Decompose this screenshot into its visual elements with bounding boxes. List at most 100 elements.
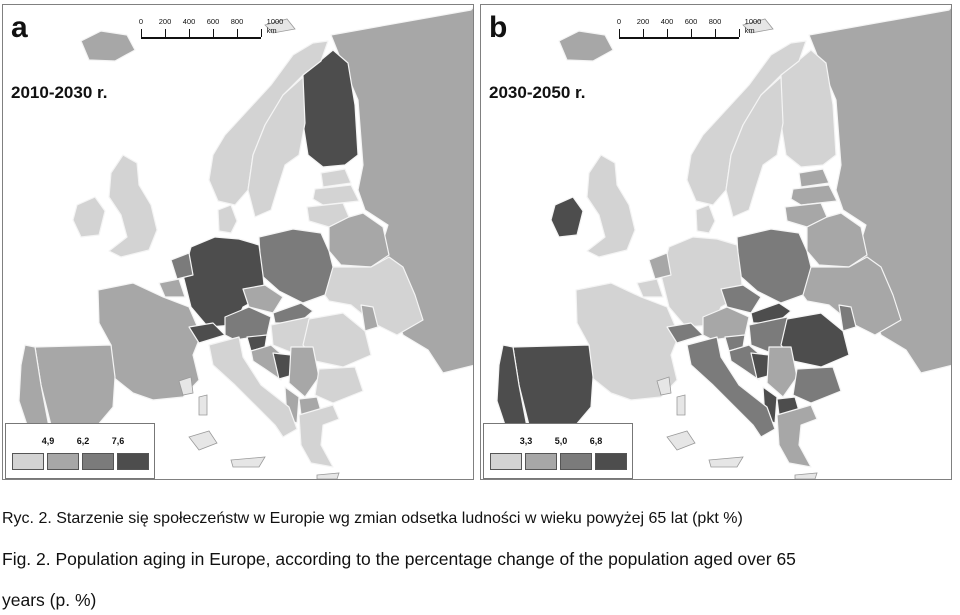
scale-mark: [189, 29, 190, 37]
scale-mark: [715, 29, 716, 37]
caption-english: Fig. 2. Population aging in Europe, acco…: [2, 549, 796, 569]
country-greece: [298, 404, 340, 468]
caption-polish: Ryc. 2. Starzenie się społeczeństw w Eur…: [2, 510, 743, 527]
panel-letter: a: [11, 11, 28, 44]
scale-tick: 800: [708, 17, 722, 26]
country-serbia: [288, 346, 320, 398]
period-label: 2030-2050 r.: [489, 83, 586, 102]
caption-english-continued: years (p. %): [2, 590, 97, 610]
country-greece: [776, 404, 818, 468]
island: [264, 18, 296, 34]
country-belarus: [806, 212, 868, 268]
legend-swatch-1: [12, 453, 44, 470]
scale-tick: 400: [182, 17, 196, 26]
island: [178, 376, 194, 396]
country-ireland: [550, 196, 584, 238]
country-czechia: [242, 284, 284, 314]
scale-tick: 1000 km: [744, 17, 762, 35]
country-finland: [302, 49, 359, 168]
scale-tick: 800: [230, 17, 244, 26]
country-latvia: [790, 184, 838, 206]
country-uk: [108, 154, 158, 258]
scale-line: [619, 31, 739, 39]
country-netherlands: [170, 252, 194, 280]
country-bulgaria: [792, 366, 842, 404]
map-panel-a: a 2010-2030 r. 0 200 400 600 800 1000 km…: [2, 4, 474, 480]
legend-value: 4,9: [41, 436, 55, 446]
country-czechia: [720, 284, 762, 314]
legend-swatch-2: [47, 453, 79, 470]
island: [198, 394, 208, 416]
island: [656, 376, 672, 396]
country-serbia: [766, 346, 798, 398]
country-norway: [208, 40, 329, 206]
legend: 3,3 5,0 6,8: [483, 423, 633, 479]
legend-value: 7,6: [111, 436, 125, 446]
scale-tick: 1000 km: [266, 17, 284, 35]
island: [188, 430, 218, 451]
scale-mark: [261, 29, 262, 37]
scale-tick: 0: [616, 17, 622, 26]
island: [742, 18, 774, 34]
country-ireland: [72, 196, 106, 238]
legend-swatch-1: [490, 453, 522, 470]
legend: 4,9 6,2 7,6: [5, 423, 155, 479]
legend-value: 6,2: [76, 436, 90, 446]
scale-mark: [691, 29, 692, 37]
country-iceland: [80, 30, 136, 62]
island: [794, 472, 818, 479]
scale-bar: 0 200 400 600 800 1000 km: [616, 17, 769, 45]
legend-swatch-3: [82, 453, 114, 470]
scale-mark: [141, 29, 142, 37]
country-estonia: [320, 168, 352, 188]
scale-mark: [237, 29, 238, 37]
island: [676, 394, 686, 416]
scale-tick: 200: [158, 17, 172, 26]
legend-swatch-3: [560, 453, 592, 470]
country-norway: [686, 40, 807, 206]
country-moldova: [838, 304, 857, 332]
country-iceland: [558, 30, 614, 62]
legend-value: 3,3: [519, 436, 533, 446]
country-poland: [736, 228, 812, 304]
scale-mark: [643, 29, 644, 37]
scale-tick: 200: [636, 17, 650, 26]
country-italy: [208, 336, 298, 438]
scale-mark: [667, 29, 668, 37]
country-denmark: [217, 204, 238, 234]
country-belgium: [636, 278, 664, 298]
country-belarus: [328, 212, 390, 268]
country-sweden: [247, 76, 306, 218]
scale-tick: 600: [684, 17, 698, 26]
scale-line: [141, 31, 261, 39]
country-finland: [780, 49, 837, 168]
country-belgium: [158, 278, 186, 298]
scale-mark: [165, 29, 166, 37]
country-italy: [686, 336, 776, 438]
panel-letter: b: [489, 11, 508, 44]
legend-value: 5,0: [554, 436, 568, 446]
map-a: [3, 5, 473, 479]
country-netherlands: [648, 252, 672, 280]
country-ukraine: [796, 256, 902, 336]
scale-tick: 600: [206, 17, 220, 26]
scale-tick: 0: [138, 17, 144, 26]
map-b: [481, 5, 951, 479]
scale-bar: 0 200 400 600 800 1000 km: [138, 17, 291, 45]
country-bulgaria: [314, 366, 364, 404]
country-denmark: [695, 204, 716, 234]
country-poland: [258, 228, 334, 304]
country-sweden: [725, 76, 784, 218]
map-panel-b: b 2030-2050 r. 0 200 400 600 800 1000 km…: [480, 4, 952, 480]
scale-mark: [213, 29, 214, 37]
island: [708, 456, 744, 468]
country-ukraine: [318, 256, 424, 336]
country-uk: [586, 154, 636, 258]
legend-swatch-4: [117, 453, 149, 470]
legend-swatch-4: [595, 453, 627, 470]
country-latvia: [312, 184, 360, 206]
country-estonia: [798, 168, 830, 188]
scale-tick: 400: [660, 17, 674, 26]
legend-swatch-2: [525, 453, 557, 470]
island: [230, 456, 266, 468]
